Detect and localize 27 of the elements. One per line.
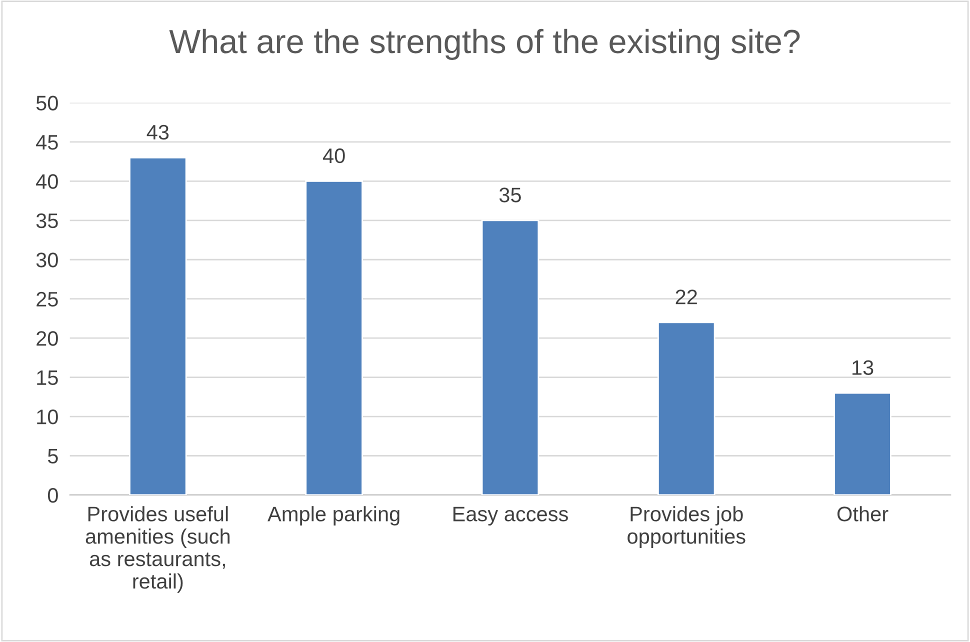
data-label: 40 bbox=[322, 148, 345, 164]
data-label: 13 bbox=[852, 360, 874, 375]
x-tick-label: Provides useful amenities (such as restaurants, retail) bbox=[86, 506, 230, 593]
x-tick-label: Other bbox=[837, 506, 888, 522]
data-label: 22 bbox=[676, 290, 697, 304]
y-tick-label: 0 bbox=[48, 488, 58, 503]
y-tick-label: 25 bbox=[36, 292, 58, 307]
bar bbox=[305, 180, 363, 495]
bar bbox=[834, 392, 892, 495]
bar bbox=[129, 156, 187, 495]
bar bbox=[657, 322, 716, 495]
y-tick-label: 40 bbox=[36, 174, 58, 189]
data-label: 35 bbox=[499, 188, 521, 202]
x-tick-label: Ample parking bbox=[268, 506, 400, 526]
y-tick-label: 20 bbox=[36, 331, 58, 346]
y-tick-label: 10 bbox=[37, 410, 58, 424]
x-tick-label: Provides job opportunities bbox=[628, 506, 746, 548]
chart-title: What are the strengths of the existing site? bbox=[169, 28, 800, 60]
data-label: 43 bbox=[146, 124, 169, 140]
x-tick-label: Easy access bbox=[453, 506, 568, 526]
y-tick-label: 35 bbox=[36, 213, 58, 228]
y-tick-label: 45 bbox=[36, 135, 58, 150]
y-tick-label: 50 bbox=[36, 96, 58, 110]
y-tick-label: 5 bbox=[48, 448, 58, 464]
y-tick-label: 15 bbox=[37, 370, 58, 386]
y-tick-label: 30 bbox=[36, 252, 58, 268]
bar bbox=[481, 220, 540, 495]
